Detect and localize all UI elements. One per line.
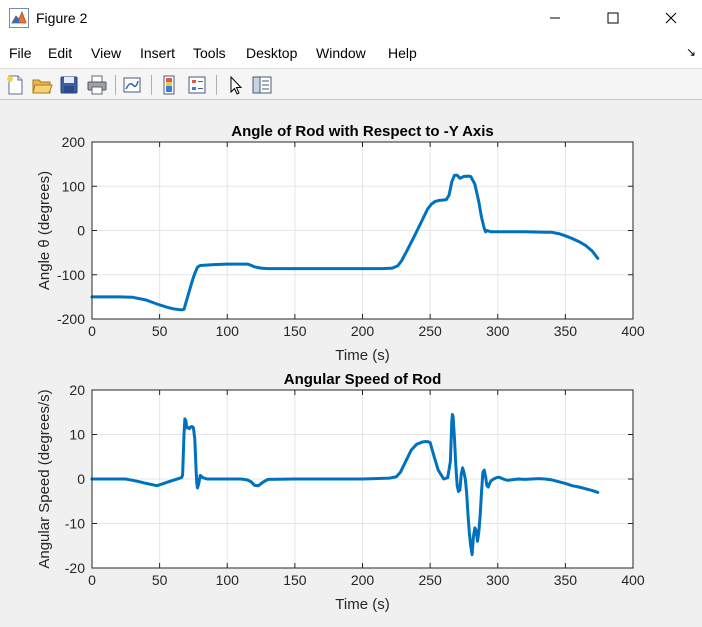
x-tick-label: 50 [152, 323, 168, 339]
edit-plot-icon[interactable] [225, 74, 247, 96]
y-tick-label: -100 [57, 267, 85, 283]
plot-title: Angle of Rod with Respect to -Y Axis [231, 123, 494, 140]
menu-desktop[interactable]: Desktop [246, 45, 298, 61]
window-title: Figure 2 [36, 10, 88, 26]
minimize-button[interactable] [526, 0, 584, 36]
toolbar-separator [115, 75, 116, 95]
property-inspector-icon[interactable] [251, 74, 273, 96]
x-tick-label: 300 [486, 323, 510, 339]
maximize-icon [607, 12, 619, 24]
x-tick-label: 250 [418, 323, 442, 339]
data-series-line [90, 173, 600, 312]
maximize-button[interactable] [584, 0, 642, 36]
toolbar-separator [216, 75, 217, 95]
insert-legend-icon[interactable] [186, 74, 208, 96]
save-icon[interactable] [58, 74, 80, 96]
x-tick-label: 300 [486, 572, 510, 588]
y-tick-label: 10 [69, 427, 85, 443]
new-figure-icon[interactable] [4, 74, 26, 96]
title-bar: Figure 2 [0, 0, 702, 36]
x-tick-label: 350 [554, 323, 578, 339]
x-axis-label: Time (s) [335, 347, 389, 364]
close-icon [665, 12, 677, 24]
axes-box [91, 141, 634, 320]
x-tick-label: 200 [351, 572, 375, 588]
menu-file[interactable]: File [9, 45, 32, 61]
x-tick-label: 400 [621, 323, 645, 339]
menu-tools[interactable]: Tools [193, 45, 226, 61]
y-tick-label: 0 [77, 223, 85, 239]
print-icon[interactable] [86, 74, 108, 96]
toolbar-separator [151, 75, 152, 95]
y-tick-label: 100 [62, 178, 86, 194]
y-tick-label: 20 [69, 382, 85, 398]
x-tick-label: 100 [216, 572, 240, 588]
x-tick-label: 100 [216, 323, 240, 339]
menu-edit[interactable]: Edit [48, 45, 73, 61]
matlab-figure-icon [9, 8, 29, 28]
axes-box [91, 389, 634, 569]
y-tick-label: -200 [57, 311, 85, 327]
y-axis-label: Angle θ (degrees) [36, 171, 53, 290]
plot-title: Angular Speed of Rod [284, 371, 442, 388]
x-tick-label: 150 [283, 572, 307, 588]
y-tick-label: -10 [65, 516, 85, 532]
x-axis-label: Time (s) [335, 596, 389, 613]
open-file-icon[interactable] [31, 74, 53, 96]
figure-toolbar [0, 68, 702, 100]
x-tick-label: 0 [88, 572, 96, 588]
x-tick-label: 0 [88, 323, 96, 339]
minimize-icon [550, 17, 560, 19]
x-tick-label: 350 [554, 572, 578, 588]
y-tick-label: -20 [65, 560, 85, 576]
dock-arrow-icon[interactable]: ↘ [685, 45, 696, 59]
figure-canvas: 0 50 100 150 200 250 300 350 400-200-1000100200A… [36, 123, 645, 613]
close-button[interactable] [642, 0, 700, 36]
menu-window[interactable]: Window [316, 45, 366, 61]
x-tick-label: 200 [351, 323, 375, 339]
menu-help[interactable]: Help [388, 45, 417, 61]
x-tick-label: 150 [283, 323, 307, 339]
menu-view[interactable]: View [91, 45, 122, 61]
y-tick-label: 0 [77, 471, 85, 487]
x-tick-label: 400 [621, 572, 645, 588]
data-series-line [90, 413, 600, 557]
insert-colorbar-icon[interactable] [158, 74, 180, 96]
menu-insert[interactable]: Insert [140, 45, 176, 61]
x-tick-label: 50 [152, 572, 168, 588]
x-tick-label: 250 [418, 572, 442, 588]
link-plot-icon[interactable] [121, 74, 143, 96]
y-axis-label: Angular Speed (degrees/s) [36, 389, 53, 568]
menu-bar: File Edit View Insert Tools Desktop Wind… [0, 36, 702, 68]
y-tick-label: 200 [62, 134, 86, 150]
